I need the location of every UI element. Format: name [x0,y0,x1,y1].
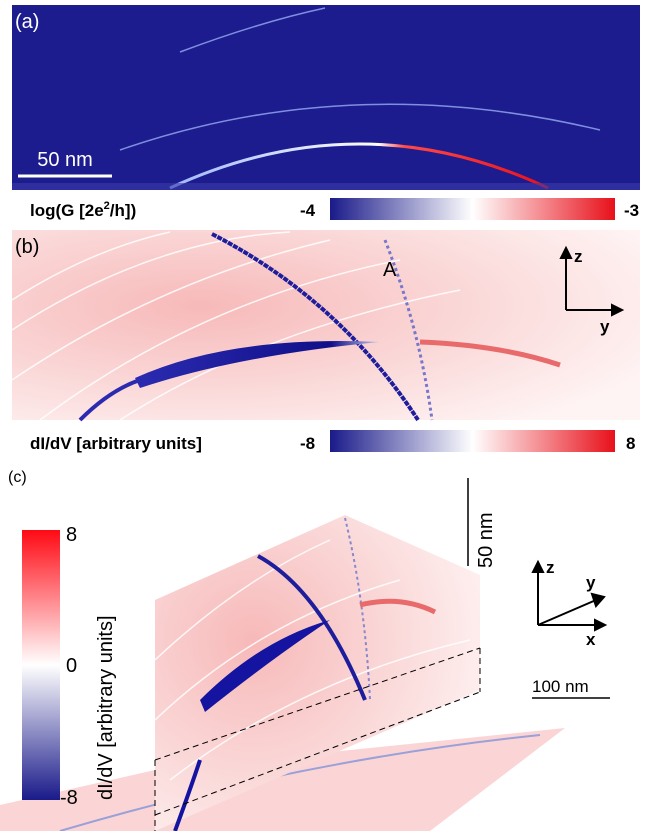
blue-branch [173,759,202,831]
axis-y: y [600,317,610,336]
title-sup: 2 [104,200,110,212]
blue-lens [200,620,330,712]
scale-label: 100 nm [532,677,589,696]
title-part: log(G [2e [30,201,104,220]
title-part: /h]) [110,201,136,220]
colorbar-max: -3 [624,201,639,220]
blue-lens [135,341,380,388]
axes-icon [531,559,608,632]
colorbar-min: -8 [300,434,315,453]
scale-label: 50 nm [475,512,497,568]
dotted-line [383,239,434,421]
bright-arc [169,142,549,190]
blue-arc [257,554,367,701]
colorbar [330,430,615,452]
noise-band [12,183,640,190]
axis-z: z [546,558,555,577]
floor-arc [59,734,541,831]
colorbar-max: 8 [626,434,635,453]
colorbar-title: dI/dV [arbitrary units] [95,615,117,800]
colorbar-title: dI/dV [arbitrary units] [30,434,202,453]
scale-label: 50 nm [37,149,93,171]
panel-label: (c) [8,469,27,486]
red-arc [419,339,561,368]
marker: A [383,259,397,281]
colorbar-mid: 0 [66,655,77,677]
dotted-line [344,517,371,701]
colorbar [22,530,60,800]
panel-label: (a) [15,11,39,33]
axis-y: y [586,573,596,592]
colorbar-min: -4 [300,201,316,220]
floor-plane [0,728,565,831]
white-arcs [11,231,461,421]
arc [119,103,601,151]
red-arc [359,598,437,615]
colorbar-min: -8 [60,787,78,809]
arc [179,7,326,53]
axes-icon [559,245,625,317]
axis-x: x [586,630,596,649]
blue-branch [78,378,141,422]
colorbar-max: 8 [66,524,77,546]
dashed-box [154,647,481,831]
panel-label: (b) [15,236,39,258]
panel-a-image [12,5,640,190]
colorbar-title: log(G [2e2/h]) [30,200,136,220]
white-arcs [154,539,471,781]
blue-arc [211,232,420,422]
colorbar [330,198,615,220]
axis-z: z [574,247,583,266]
